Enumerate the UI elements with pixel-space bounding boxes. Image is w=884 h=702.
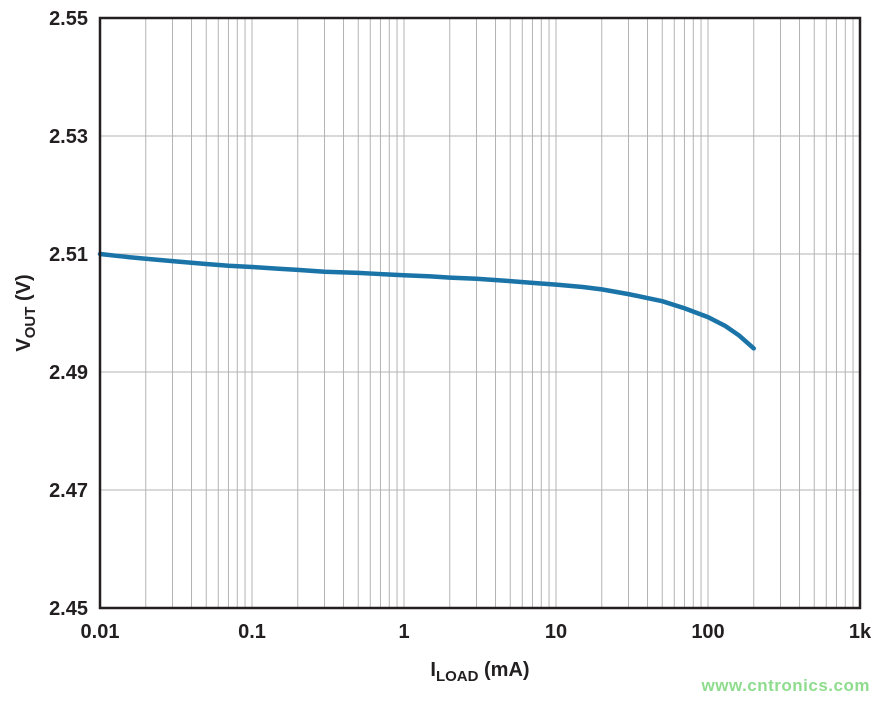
x-tick-label: 1k bbox=[849, 621, 872, 643]
gridlines bbox=[100, 18, 860, 608]
x-tick-label: 1 bbox=[398, 621, 409, 643]
y-tick-label: 2.49 bbox=[49, 362, 88, 384]
y-tick-label: 2.53 bbox=[49, 126, 88, 148]
y-tick-label: 2.51 bbox=[49, 244, 88, 266]
x-tick-label: 0.1 bbox=[238, 621, 266, 643]
plot-border bbox=[98, 16, 862, 610]
x-tick-label: 0.01 bbox=[81, 621, 120, 643]
watermark-text: www.cntronics.com bbox=[701, 676, 870, 695]
x-tick-label: 100 bbox=[691, 621, 724, 643]
data-series-line bbox=[97, 251, 757, 351]
x-tick-label: 10 bbox=[545, 621, 567, 643]
y-axis-title: VOUT (V) bbox=[13, 274, 39, 351]
x-axis-title: ILOAD (mA) bbox=[430, 659, 529, 685]
y-tick-label: 2.47 bbox=[49, 480, 88, 502]
y-tick-label: 2.55 bbox=[49, 8, 88, 30]
y-tick-label: 2.45 bbox=[49, 598, 88, 620]
